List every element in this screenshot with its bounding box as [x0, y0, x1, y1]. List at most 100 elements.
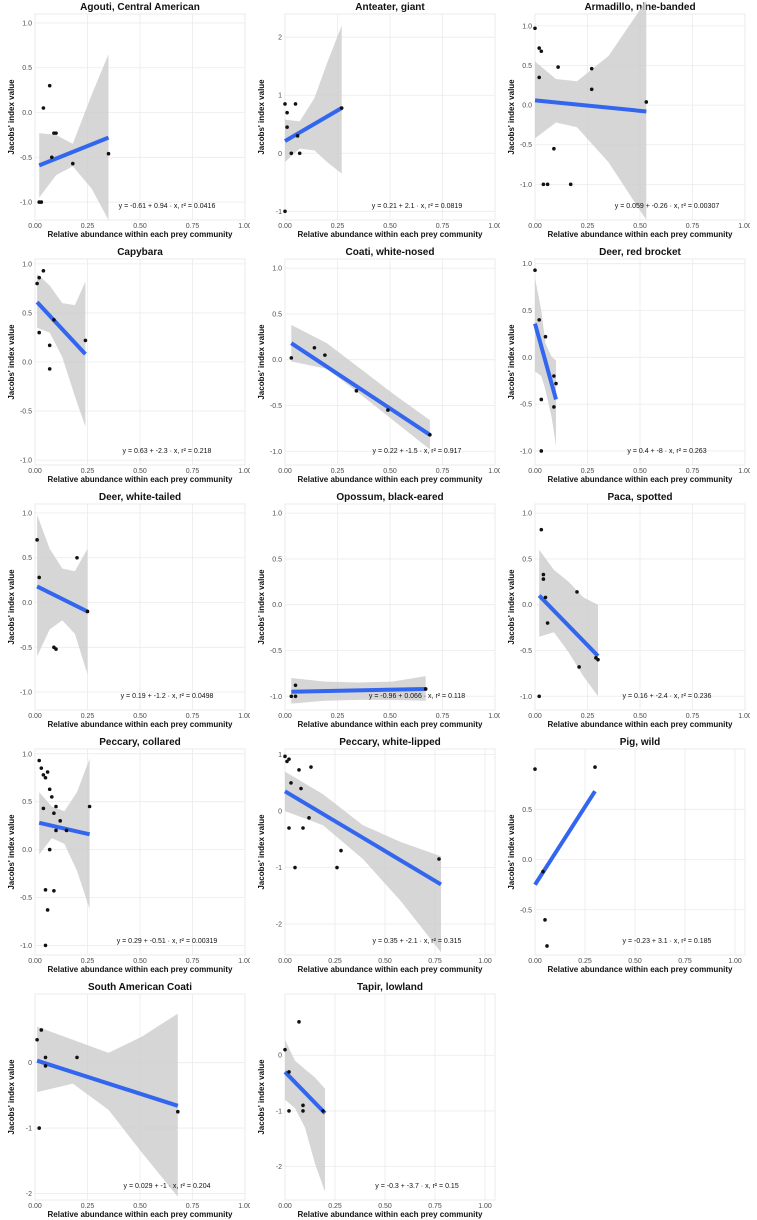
x-tick-label: 0.50	[383, 713, 397, 720]
x-tick-label: 0.75	[428, 958, 442, 965]
y-tick-label: 0.5	[522, 556, 532, 563]
panel-8: Paca, spotted 0.00 0.25 0.50 0.75 1.00 -1.0 -0.…	[507, 492, 750, 729]
y-tick-label: -2	[26, 1191, 32, 1198]
confidence-band	[535, 0, 647, 220]
x-axis-label: Relative abundance within each prey comm…	[48, 230, 233, 239]
panel-title: Peccary, white-lipped	[339, 737, 441, 748]
data-point	[293, 694, 298, 699]
x-tick-label: 0.50	[383, 223, 397, 230]
x-axis-label: Relative abundance within each prey comm…	[48, 475, 233, 484]
x-tick-label: 0.00	[28, 958, 42, 965]
data-point	[541, 869, 545, 874]
panel-title: Anteater, giant	[355, 2, 425, 13]
x-tick-label: 0.25	[328, 1203, 342, 1210]
data-point	[54, 804, 58, 809]
data-point	[293, 683, 298, 688]
panel-title: Peccary, collared	[99, 737, 181, 748]
y-tick-label: -1.0	[520, 448, 532, 455]
data-point	[596, 657, 600, 662]
y-tick-label: -2	[276, 1164, 282, 1171]
data-point	[287, 1070, 291, 1074]
panel-title: Pig, wild	[620, 737, 661, 748]
data-point	[577, 665, 581, 669]
x-tick-label: 0.00	[28, 713, 42, 720]
regression-equation: y = 0.22 + -1.5 · x, r² = 0.917	[373, 448, 462, 455]
y-tick-label: -0.5	[520, 648, 532, 655]
y-tick-label: -2	[276, 921, 282, 928]
x-tick-label: 1.00	[238, 468, 250, 475]
confidence-band	[37, 1013, 178, 1197]
x-tick-label: 0.75	[186, 713, 200, 720]
y-tick-label: -1.0	[20, 690, 32, 697]
x-tick-label: 0.00	[528, 958, 542, 965]
x-axis-label: Relative abundance within each prey comm…	[48, 965, 233, 974]
y-tick-label: 0	[278, 151, 282, 158]
regression-line	[534, 98, 647, 114]
panel-title: Coati, white-nosed	[346, 247, 435, 258]
x-tick-label: 0.50	[633, 713, 647, 720]
y-tick-label: 0.0	[522, 857, 532, 864]
data-point	[537, 46, 541, 50]
x-tick-label: 0.00	[28, 1203, 42, 1210]
data-point	[287, 826, 291, 830]
x-tick-label: 0.25	[81, 713, 95, 720]
regression-line	[38, 820, 91, 837]
x-axis-label: Relative abundance within each prey comm…	[48, 1210, 233, 1219]
y-tick-label: -1	[26, 1126, 32, 1133]
data-point	[37, 575, 41, 580]
data-point	[39, 1028, 44, 1032]
data-point	[301, 1103, 305, 1108]
x-tick-label: 0.25	[331, 713, 345, 720]
data-point	[50, 795, 54, 799]
x-tick-label: 0.75	[686, 223, 700, 230]
y-tick-label: 1.0	[522, 261, 532, 268]
panel-3: Capybara 0.00 0.25 0.50 0.75 1.00 -1.0 -0.5 0.0 0…	[7, 247, 250, 484]
data-point	[52, 889, 56, 893]
regression-line	[533, 790, 597, 886]
regression-equation: y = 0.059 + -0.26 · x, r² = 0.00307	[615, 203, 720, 210]
data-point	[545, 182, 550, 187]
x-tick-label: 0.25	[81, 1203, 95, 1210]
panel-title: Opossum, black-eared	[336, 492, 443, 503]
y-tick-label: 0.0	[272, 602, 282, 609]
x-tick-label: 1.00	[488, 223, 500, 230]
regression-line	[38, 135, 110, 168]
data-point	[552, 146, 556, 151]
x-tick-label: 0.50	[378, 1203, 392, 1210]
data-point	[552, 374, 556, 378]
y-tick-label: 0	[278, 809, 282, 816]
y-tick-label: -0.5	[270, 403, 282, 410]
data-point	[106, 151, 111, 156]
y-tick-label: -0.5	[20, 895, 32, 902]
y-tick-label: -0.5	[520, 402, 532, 409]
data-point	[537, 318, 541, 322]
data-point	[312, 346, 317, 350]
data-point	[543, 918, 547, 922]
x-tick-label: 0.25	[581, 223, 595, 230]
x-tick-label: 0.75	[436, 468, 450, 475]
panel-9: Peccary, collared 0.00 0.25 0.50 0.75 1.00 -1.…	[7, 737, 250, 974]
data-point	[533, 26, 537, 31]
x-axis-label: Relative abundance within each prey comm…	[548, 475, 733, 484]
y-tick-label: 0.0	[522, 355, 532, 362]
data-point	[47, 343, 52, 348]
regression-equation: y = -0.61 + 0.94 · x, r² = 0.0416	[119, 203, 216, 210]
panel-10: Peccary, white-lipped 0.00 0.25 0.50 0.75 1.0…	[257, 737, 496, 974]
y-tick-label: 0	[278, 1053, 282, 1060]
data-point	[43, 1055, 48, 1060]
y-axis-label: Jacobs' index value	[257, 1059, 266, 1135]
data-point	[554, 381, 558, 386]
y-tick-label: -0.5	[20, 409, 32, 416]
data-point	[545, 944, 549, 948]
y-tick-label: 2	[278, 35, 282, 42]
x-axis-label: Relative abundance within each prey comm…	[298, 475, 483, 484]
data-point	[41, 806, 46, 811]
y-tick-label: -0.5	[20, 155, 32, 162]
x-axis-label: Relative abundance within each prey comm…	[298, 720, 483, 729]
panel-title: Agouti, Central American	[80, 2, 200, 13]
data-point	[386, 408, 390, 412]
x-tick-label: 1.00	[488, 713, 500, 720]
data-point	[45, 770, 50, 774]
y-axis-label: Jacobs' index value	[7, 79, 16, 155]
data-point	[533, 767, 537, 771]
